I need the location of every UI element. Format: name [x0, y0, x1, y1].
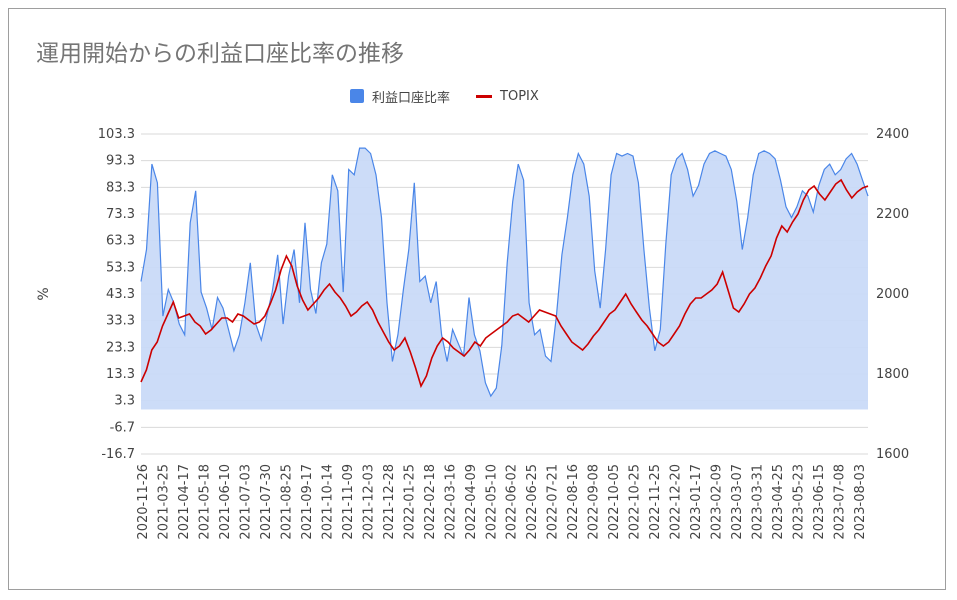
y-left-tick-label: 93.3 — [106, 154, 135, 169]
x-tick-label: 2023-03-07 — [730, 464, 745, 540]
x-tick-label: 2021-07-03 — [238, 464, 253, 540]
y-right-tick-label: 2000 — [876, 287, 909, 302]
x-tick-label: 2022-12-20 — [669, 464, 684, 540]
x-tick-label: 2020-11-26 — [136, 464, 151, 540]
profit-ratio-area — [141, 148, 868, 410]
x-tick-label: 2022-06-25 — [525, 464, 540, 540]
x-tick-label: 2022-10-05 — [607, 464, 622, 540]
x-tick-label: 2023-07-08 — [833, 464, 848, 540]
x-tick-label: 2023-04-25 — [771, 464, 786, 540]
y-left-tick-label: 33.3 — [106, 314, 135, 329]
x-tick-label: 2021-09-17 — [300, 464, 315, 540]
profit-ratio-line — [140, 147, 869, 398]
x-tick-label: 2021-10-14 — [320, 464, 335, 540]
y-left-tick-label: 43.3 — [106, 287, 135, 302]
y-left-tick-label: 103.3 — [98, 127, 135, 142]
legend-label-topix: TOPIX — [500, 88, 539, 104]
x-tick-label: 2021-04-17 — [177, 464, 192, 540]
x-tick-label: 2022-01-25 — [402, 464, 417, 540]
x-tick-label: 2021-05-18 — [198, 464, 213, 540]
x-tick-label: 2021-11-09 — [341, 464, 356, 540]
x-tick-label: 2022-11-25 — [648, 464, 663, 540]
x-tick-label: 2021-03-25 — [157, 464, 172, 540]
x-tick-label: 2023-03-31 — [751, 464, 766, 540]
x-tick-label: 2021-12-28 — [382, 464, 397, 540]
chart-title: 運用開始からの利益口座比率の推移 — [36, 41, 404, 67]
x-tick-label: 2022-05-10 — [484, 464, 499, 540]
x-tick-label: 2022-04-09 — [464, 464, 479, 540]
x-tick-label: 2021-06-10 — [218, 464, 233, 540]
y-right-tick-label: 1800 — [876, 367, 909, 382]
y-left-axis-label: % — [36, 287, 52, 300]
legend-swatch-profit-ratio — [350, 89, 364, 103]
x-tick-label: 2022-03-16 — [443, 464, 458, 540]
y-left-tick-label: 73.3 — [106, 207, 135, 222]
x-tick-label: 2023-01-17 — [689, 464, 704, 540]
y-left-tick-label: 3.3 — [114, 394, 135, 409]
y-left-tick-label: 83.3 — [106, 180, 135, 195]
legend-swatch-topix — [476, 94, 493, 98]
y-right-tick-label: 1600 — [876, 447, 909, 462]
x-tick-label: 2022-07-21 — [546, 464, 561, 540]
x-tick-label: 2022-08-16 — [566, 464, 581, 540]
y-left-tick-label: -16.7 — [101, 447, 135, 462]
x-tick-label: 2023-08-03 — [853, 464, 868, 540]
y-left-tick-label: -6.7 — [110, 420, 135, 435]
x-tick-label: 2021-08-25 — [279, 464, 294, 540]
chart-legend: 利益口座比率 TOPIX — [350, 86, 565, 106]
y-right-tick-label: 2400 — [876, 127, 909, 142]
y-left-tick-label: 63.3 — [106, 234, 135, 249]
x-tick-label: 2022-02-18 — [423, 464, 438, 540]
topix-line — [140, 178, 869, 389]
legend-item-topix: TOPIX — [476, 89, 539, 104]
x-tick-label: 2023-06-15 — [812, 464, 827, 540]
y-left-tick-label: 53.3 — [106, 260, 135, 275]
legend-label-profit-ratio: 利益口座比率 — [372, 90, 451, 106]
x-tick-label: 2021-12-03 — [361, 464, 376, 540]
legend-item-profit-ratio: 利益口座比率 — [350, 87, 450, 106]
x-tick-label: 2021-07-30 — [259, 464, 274, 540]
x-tick-label: 2023-05-23 — [792, 464, 807, 540]
y-right-tick-label: 2200 — [876, 207, 909, 222]
x-tick-label: 2022-10-25 — [628, 464, 643, 540]
x-tick-label: 2022-06-02 — [505, 464, 520, 540]
x-tick-label: 2023-02-09 — [710, 464, 725, 540]
y-left-tick-label: 13.3 — [106, 367, 135, 382]
x-tick-label: 2022-09-08 — [587, 464, 602, 540]
y-left-tick-label: 23.3 — [106, 340, 135, 355]
